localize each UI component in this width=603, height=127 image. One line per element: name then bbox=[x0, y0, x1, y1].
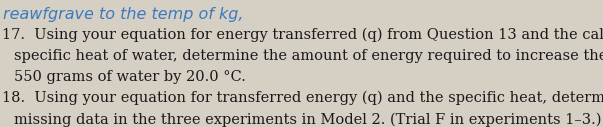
Text: 18.  Using your equation for transferred energy (q) and the specific heat, deter: 18. Using your equation for transferred … bbox=[2, 91, 603, 105]
Text: 17.  Using your equation for energy transferred (q) from Question 13 and the cal: 17. Using your equation for energy trans… bbox=[2, 28, 603, 42]
Text: 550 grams of water by 20.0 °C.: 550 grams of water by 20.0 °C. bbox=[14, 70, 245, 84]
Text: reawfgrave to the temp of kg,: reawfgrave to the temp of kg, bbox=[3, 7, 244, 22]
Text: specific heat of water, determine the amount of energy required to increase the : specific heat of water, determine the am… bbox=[14, 49, 603, 64]
Text: missing data in the three experiments in Model 2. (Trial F in experiments 1–3.): missing data in the three experiments in… bbox=[14, 113, 601, 127]
